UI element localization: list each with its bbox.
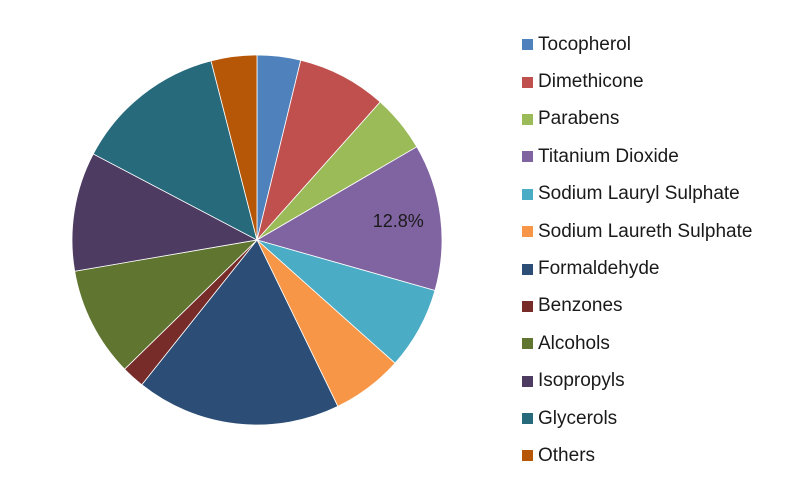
legend-swatch <box>522 76 533 88</box>
legend-item-benzones: Benzones <box>522 288 752 325</box>
legend-swatch <box>522 338 533 350</box>
legend-label: Sodium Lauryl Sulphate <box>538 183 740 205</box>
legend-item-parabens: Parabens <box>522 101 752 138</box>
pie-slice-isopropyls <box>71 153 259 272</box>
legend-item-tocopherol: Tocopherol <box>522 26 752 63</box>
legend-item-formaldehyde: Formaldehyde <box>522 250 752 287</box>
legend-label: Sodium Laureth Sulphate <box>538 220 753 242</box>
data-label-titanium-dioxide: 12.8% <box>373 211 424 231</box>
legend-label: Dimethicone <box>538 71 644 93</box>
legend-item-sodium-laureth-sulphate: Sodium Laureth Sulphate <box>522 213 752 250</box>
legend-label: Benzones <box>538 295 623 317</box>
legend-swatch <box>522 375 533 387</box>
legend-item-dimethicone: Dimethicone <box>522 63 752 100</box>
legend-label: Isopropyls <box>538 370 625 392</box>
legend-item-others: Others <box>522 437 752 474</box>
legend-item-alcohols: Alcohols <box>522 325 752 362</box>
legend-item-titanium-dioxide: Titanium Dioxide <box>522 138 752 175</box>
legend-swatch <box>522 450 533 462</box>
legend-swatch <box>522 188 533 200</box>
legend-swatch <box>522 113 533 125</box>
legend-item-sodium-lauryl-sulphate: Sodium Lauryl Sulphate <box>522 176 752 213</box>
legend-item-isopropyls: Isopropyls <box>522 363 752 400</box>
legend-label: Formaldehyde <box>538 258 660 280</box>
legend-swatch <box>522 226 533 238</box>
legend-swatch <box>522 300 533 312</box>
pie-slice-formaldehyde <box>141 239 339 426</box>
legend-label: Others <box>538 444 596 466</box>
legend-label: Alcohols <box>538 332 610 354</box>
pie-slice-alcohols <box>74 239 259 370</box>
legend-swatch <box>522 263 533 275</box>
legend-label: Parabens <box>538 108 620 130</box>
pie-slice-titanium-dioxide <box>255 146 443 291</box>
legend-label: Tocopherol <box>538 33 631 55</box>
legend-swatch <box>522 39 533 51</box>
legend-swatch <box>522 413 533 425</box>
chart-legend: Tocopherol Dimethicone Parabens Titanium Di… <box>522 26 752 475</box>
pie-chart: 12.8% <box>71 54 443 426</box>
legend-label: Glycerols <box>538 407 618 429</box>
legend-item-glycerols: Glycerols <box>522 400 752 437</box>
pie-slice-others <box>210 54 258 241</box>
legend-label: Titanium Dioxide <box>538 145 679 167</box>
pie-slice-glycerols <box>92 60 258 241</box>
legend-swatch <box>522 151 533 163</box>
